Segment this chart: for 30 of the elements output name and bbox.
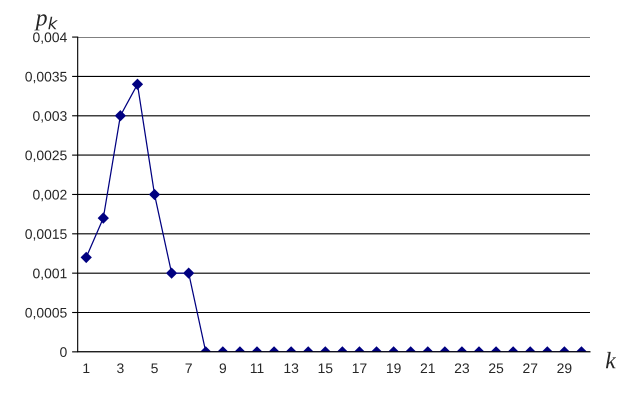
x-tick-label: 13 — [284, 363, 298, 374]
x-tick-label: 3 — [117, 363, 124, 374]
x-tick-label: 23 — [454, 363, 470, 374]
x-tick-label: 11 — [250, 363, 264, 374]
x-tick-label: 17 — [352, 363, 366, 374]
x-tick-label: 7 — [186, 363, 192, 374]
y-tick-label: 0,003 — [33, 111, 67, 123]
point — [149, 189, 160, 200]
x-tick-label: 21 — [420, 363, 435, 374]
x-tick-label: 1 — [83, 363, 90, 374]
point — [114, 110, 126, 122]
x-tick-label: 5 — [151, 363, 158, 374]
y-tick-label: 0,0015 — [25, 229, 67, 241]
y-tick-label: 0 — [60, 347, 67, 358]
x-axis-title: k — [606, 352, 616, 368]
point — [98, 212, 109, 224]
x-tick-label: 19 — [386, 363, 401, 374]
x-tick-label: 25 — [489, 363, 504, 374]
x-tick-label: 15 — [318, 363, 332, 374]
y-tick-label: 0,004 — [33, 32, 67, 44]
y-tick-label: 0,0005 — [25, 308, 67, 320]
x-tick-label: 9 — [220, 363, 226, 374]
y-tick-label: 0,0035 — [25, 72, 67, 84]
point — [80, 252, 92, 263]
x-tick-label: 27 — [523, 363, 538, 374]
x-tick-label: 29 — [557, 363, 572, 374]
y-axis-title: p$_{k}$ — [34, 14, 58, 30]
y-tick-label: 0,0025 — [25, 150, 67, 162]
y-tick-label: 0,001 — [33, 268, 67, 280]
y-tick-label: 0,002 — [33, 190, 67, 202]
